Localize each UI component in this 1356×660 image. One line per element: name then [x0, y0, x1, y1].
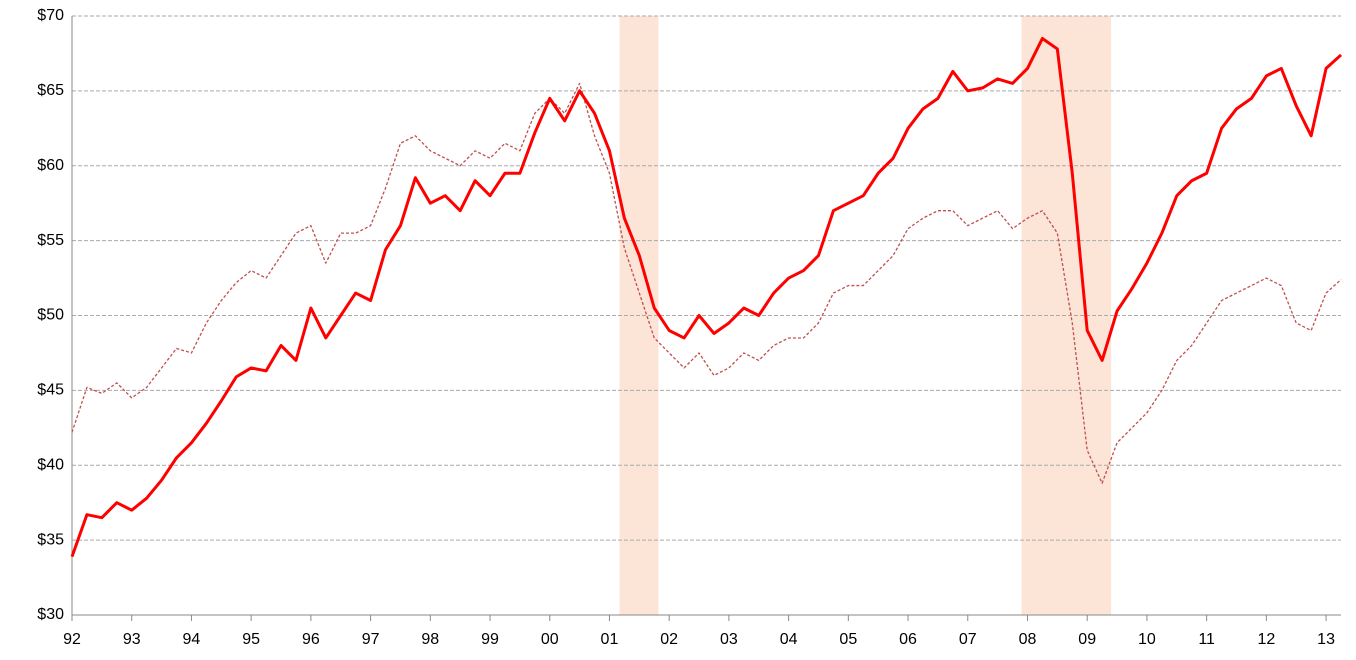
- x-tick-label: 08: [1019, 631, 1037, 648]
- x-tick-label: 02: [660, 631, 678, 648]
- x-tick-label: 06: [899, 631, 917, 648]
- x-tick-label: 94: [183, 631, 201, 648]
- x-tick-label: 07: [959, 631, 977, 648]
- x-tick-label: 12: [1257, 631, 1275, 648]
- y-tick-label: $35: [37, 531, 64, 548]
- x-tick-label: 93: [123, 631, 141, 648]
- x-tick-label: 96: [302, 631, 320, 648]
- x-tick-label: 00: [541, 631, 559, 648]
- x-tick-label: 03: [720, 631, 738, 648]
- x-tick-label: 04: [780, 631, 798, 648]
- x-tick-label: 95: [242, 631, 260, 648]
- x-tick-label: 98: [421, 631, 439, 648]
- x-tick-label: 13: [1317, 631, 1335, 648]
- x-tick-label: 05: [839, 631, 857, 648]
- series-line: [70, 36, 1343, 558]
- y-tick-label: $70: [37, 7, 64, 24]
- y-tick-label: $30: [37, 606, 64, 623]
- x-tick-label: 09: [1078, 631, 1096, 648]
- x-tick-label: 92: [63, 631, 81, 648]
- y-tick-label: $40: [37, 456, 64, 473]
- x-tick-label: 11: [1198, 631, 1215, 648]
- y-tick-label: $60: [37, 157, 64, 174]
- y-tick-label: $55: [37, 232, 64, 249]
- y-tick-label: $45: [37, 382, 64, 399]
- y-tick-label: $65: [37, 82, 64, 99]
- y-tick-label: $50: [37, 307, 64, 324]
- x-tick-label: 97: [362, 631, 380, 648]
- x-tick-label: 01: [601, 631, 619, 648]
- series-line: [71, 82, 1342, 484]
- x-tick-label: 99: [481, 631, 499, 648]
- x-tick-label: 10: [1138, 631, 1156, 648]
